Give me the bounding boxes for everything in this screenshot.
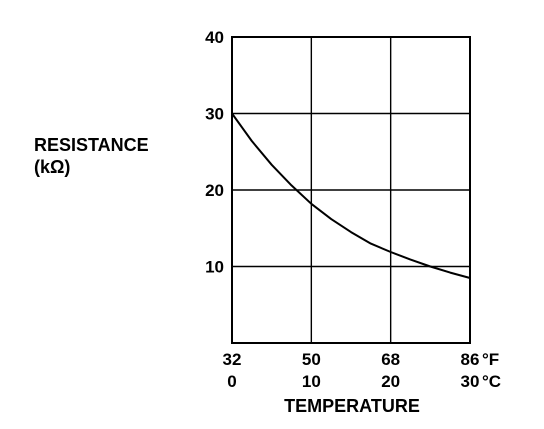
series-line-0 [232,114,470,279]
series-curve-group [232,113,470,278]
x-tick-label-f-86: 86 [461,350,480,369]
x-axis-title: TEMPERATURE [284,396,420,416]
x-tick-label-c-20: 20 [381,372,400,391]
x-tick-label-f-32: 32 [223,350,242,369]
y-axis-unit: (kΩ) [34,157,70,177]
x-tick-label-c-0: 0 [227,372,236,391]
y-tick-label-10: 10 [205,258,224,277]
x-tick-label-c-30: 30 [461,372,480,391]
y-tick-label-20: 20 [205,181,224,200]
x-tick-label-c-10: 10 [302,372,321,391]
x-unit-fahrenheit: °F [482,350,499,369]
y-axis-title: RESISTANCE [34,135,149,155]
y-tick-label-40: 40 [205,28,224,47]
grid [232,37,470,343]
x-unit-celsius: °C [482,372,501,391]
x-tick-label-f-68: 68 [381,350,400,369]
y-tick-label-30: 30 [205,105,224,124]
x-tick-label-f-50: 50 [302,350,321,369]
